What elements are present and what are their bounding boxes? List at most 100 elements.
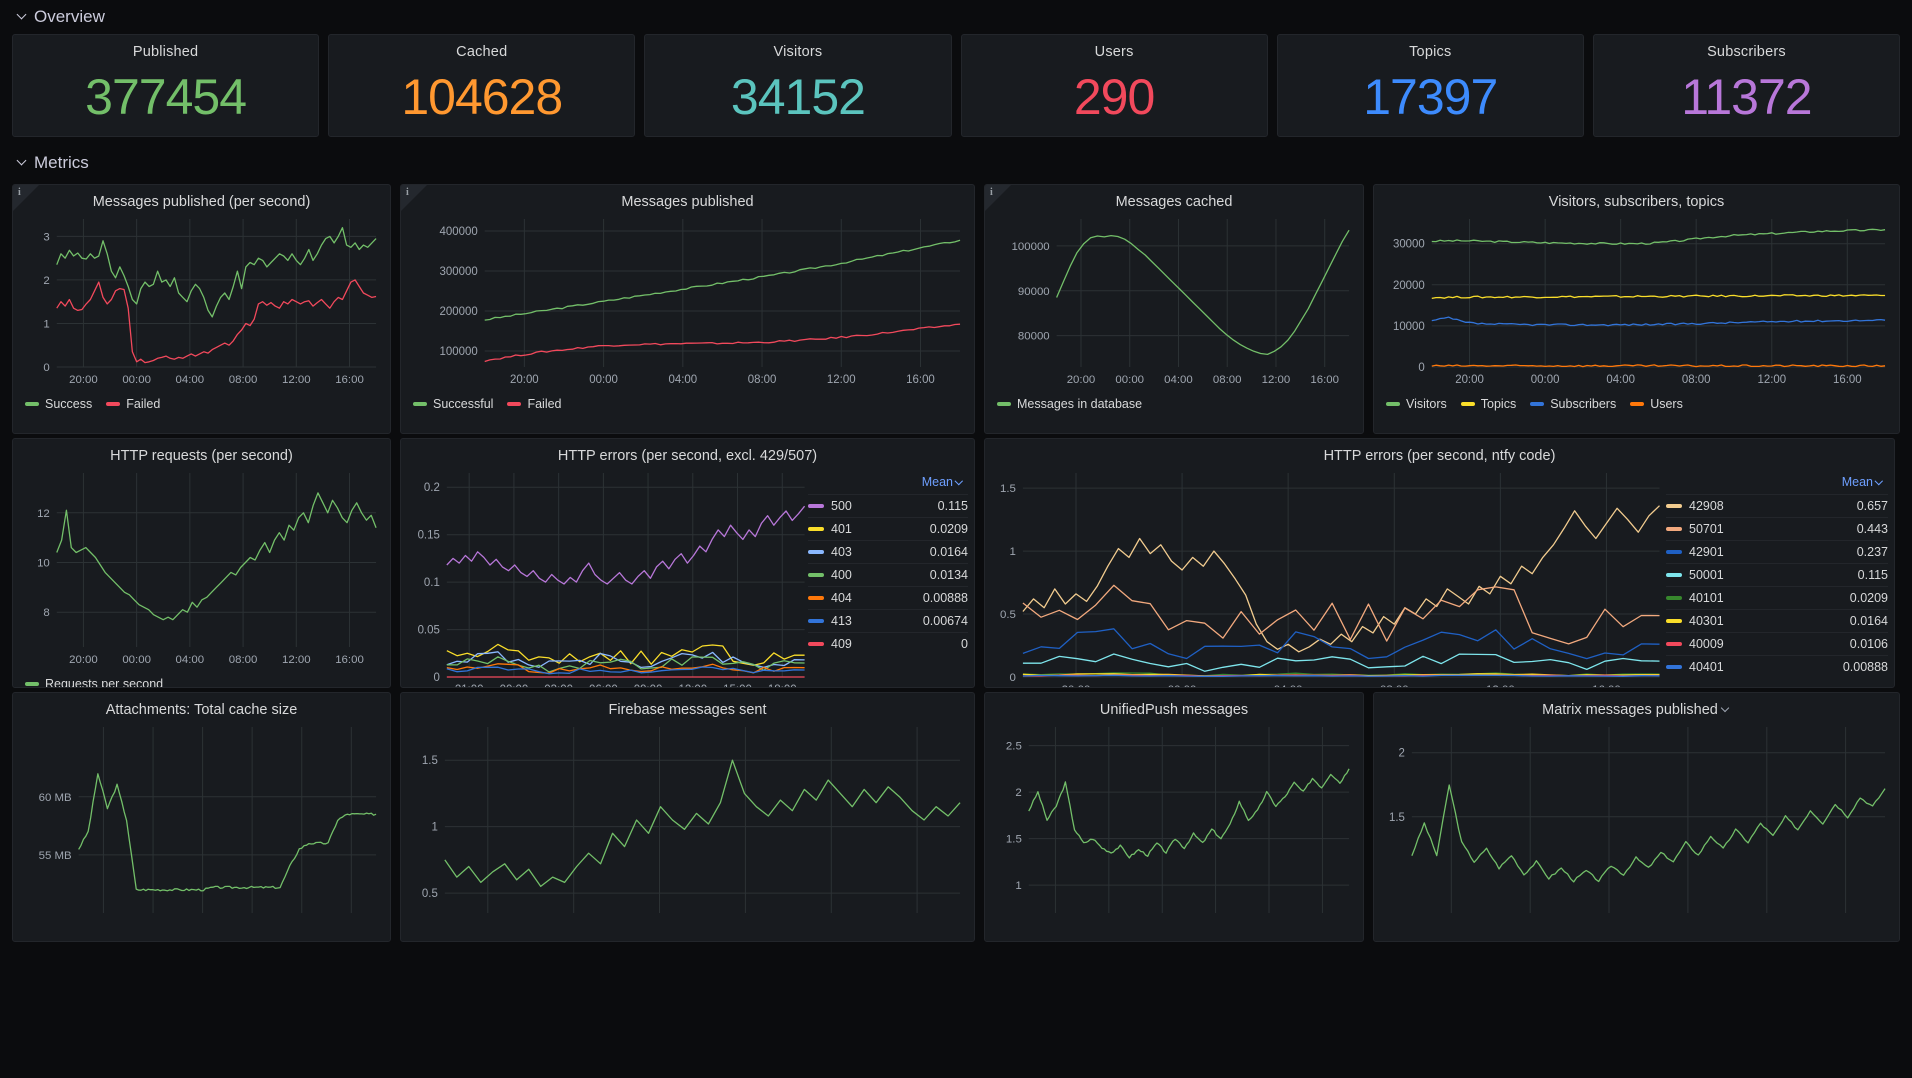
svg-text:16:00: 16:00 xyxy=(1833,374,1862,386)
svg-text:20:00: 20:00 xyxy=(69,374,98,386)
svg-text:00:00: 00:00 xyxy=(1168,684,1197,688)
panel-title-text: Messages published xyxy=(621,194,754,210)
svg-text:3: 3 xyxy=(43,231,49,243)
chevron-down-icon xyxy=(1876,478,1884,486)
legend-table-row[interactable]: 40009 0.0106 xyxy=(1666,632,1888,655)
svg-text:04:00: 04:00 xyxy=(1164,374,1193,386)
panel-unifiedpush[interactable]: UnifiedPush messages 1 1.5 2 2.5 xyxy=(984,692,1364,942)
legend-table-row[interactable]: 50701 0.443 xyxy=(1666,517,1888,540)
legend-item[interactable]: Topics xyxy=(1460,397,1516,411)
chevron-down-icon[interactable] xyxy=(1722,705,1731,714)
panel-http-errors-excl[interactable]: HTTP errors (per second, excl. 429/507) 0… xyxy=(400,438,975,688)
svg-text:1: 1 xyxy=(1015,880,1021,892)
legend-table-row[interactable]: 42908 0.657 xyxy=(1666,494,1888,517)
legend-table-row[interactable]: 40401 0.00888 xyxy=(1666,655,1888,678)
legend-item[interactable]: Successful xyxy=(413,397,493,411)
svg-text:00:00: 00:00 xyxy=(1531,374,1560,386)
legend-sort-mean[interactable]: Mean xyxy=(808,473,968,494)
legend-table-row[interactable]: 413 0.00674 xyxy=(808,609,968,632)
legend-label: Subscribers xyxy=(1550,397,1617,411)
stat-panel-visitors[interactable]: Visitors 34152 xyxy=(644,34,952,137)
panel-attachments-cache[interactable]: Attachments: Total cache size 55 MB 60 MB xyxy=(12,692,391,942)
stat-panel-topics[interactable]: Topics 17397 xyxy=(1276,34,1584,137)
legend-series-value: 0.0106 xyxy=(1849,637,1888,651)
svg-text:10000: 10000 xyxy=(1393,321,1425,333)
plot-area[interactable]: 0 0.5 1 1.5 20:00 00:00 04:00 08:00 12:00 16:00 xyxy=(985,467,1894,688)
svg-text:0.5: 0.5 xyxy=(1000,609,1016,621)
svg-text:16:00: 16:00 xyxy=(1592,684,1621,688)
row-title-overview: Overview xyxy=(34,7,105,26)
legend-item[interactable]: Visitors xyxy=(1386,397,1447,411)
legend-item[interactable]: Success xyxy=(25,397,92,411)
plot-area[interactable]: 80000 90000 100000 20:00 00:00 04:00 08:00 12:0… xyxy=(985,213,1363,393)
stat-panel-users[interactable]: Users 290 xyxy=(960,34,1268,137)
legend-series-name: 500 xyxy=(831,499,852,513)
svg-text:16:00: 16:00 xyxy=(1310,374,1339,386)
legend-label: Failed xyxy=(527,397,562,411)
info-icon[interactable]: i xyxy=(406,187,409,198)
panel-http-errors-ntfy[interactable]: HTTP errors (per second, ntfy code) 0 0.5 1… xyxy=(984,438,1895,688)
legend-item[interactable]: Requests per second xyxy=(25,677,163,687)
plot-area[interactable]: 1 1.5 2 2.5 xyxy=(985,721,1363,921)
panel-legend: Success Failed xyxy=(13,393,390,411)
panel-legend: Messages in database xyxy=(985,393,1363,411)
legend-table-row[interactable]: 404 0.00888 xyxy=(808,586,968,609)
legend-table-row[interactable]: 403 0.0164 xyxy=(808,540,968,563)
plot-area[interactable]: 0 0.05 0.1 0.15 0.2 21:00 00:00 03:00 06:00 09:00… xyxy=(401,467,974,688)
row-header-metrics[interactable]: Metrics xyxy=(10,146,1902,180)
panel-matrix-messages[interactable]: Matrix messages published 1.5 2 xyxy=(1373,692,1900,942)
stat-panel-cached[interactable]: Cached 104628 xyxy=(328,34,636,137)
plot-area[interactable]: 55 MB 60 MB xyxy=(13,721,390,921)
stat-title: Users xyxy=(1094,44,1134,60)
legend-series-name: 40301 xyxy=(1689,614,1724,628)
legend-label: Visitors xyxy=(1406,397,1447,411)
legend-sort-mean[interactable]: Mean xyxy=(1666,473,1888,494)
legend-series-name: 50001 xyxy=(1689,568,1724,582)
stat-panel-subscribers[interactable]: Subscribers 11372 xyxy=(1592,34,1901,137)
svg-text:20000: 20000 xyxy=(1393,280,1425,292)
panel-visitors-subscribers-topics[interactable]: Visitors, subscribers, topics 0 10000 20000… xyxy=(1373,184,1900,434)
stat-panel-published[interactable]: Published 377454 xyxy=(12,34,320,137)
plot-area[interactable]: 0 1 2 3 20:00 00:00 04:00 08:00 12:00 16:00 xyxy=(13,213,390,393)
legend-table-row[interactable]: 40101 0.0209 xyxy=(1666,586,1888,609)
legend-table-row[interactable]: 42901 0.237 xyxy=(1666,540,1888,563)
panel-firebase-messages[interactable]: Firebase messages sent 0.5 1 1.5 xyxy=(400,692,975,942)
svg-text:0: 0 xyxy=(433,672,439,684)
panel-http-requests[interactable]: HTTP requests (per second) 8 10 12 20:00 00:0… xyxy=(12,438,391,688)
info-icon[interactable]: i xyxy=(990,187,993,198)
svg-text:18:00: 18:00 xyxy=(768,684,797,688)
legend-series-value: 0.0134 xyxy=(929,568,968,582)
stat-value: 11372 xyxy=(1681,69,1812,125)
legend-item[interactable]: Failed xyxy=(507,397,562,411)
plot-area[interactable]: 8 10 12 20:00 00:00 04:00 08:00 12:00 16:00 xyxy=(13,467,390,673)
legend-table-row[interactable]: 401 0.0209 xyxy=(808,517,968,540)
panel-messages-published[interactable]: i Messages published 100000 200000 300000 400… xyxy=(400,184,975,434)
svg-text:08:00: 08:00 xyxy=(229,654,258,666)
panel-info-corner xyxy=(401,185,427,211)
legend-table-row[interactable]: 500 0.115 xyxy=(808,494,968,517)
info-icon[interactable]: i xyxy=(18,187,21,198)
plot-area[interactable]: 100000 200000 300000 400000 20:00 00:00 04:00 0… xyxy=(401,213,974,393)
plot-area[interactable]: 0.5 1 1.5 xyxy=(401,721,974,921)
legend-color-swatch xyxy=(507,402,522,406)
legend-table-row[interactable]: 40301 0.0164 xyxy=(1666,609,1888,632)
legend-item[interactable]: Messages in database xyxy=(997,397,1142,411)
panel-messages-cached[interactable]: i Messages cached 80000 90000 100000 20:00 00:… xyxy=(984,184,1364,434)
legend-color-swatch xyxy=(808,596,824,600)
legend-series-value: 0.115 xyxy=(1857,568,1888,582)
row-header-overview[interactable]: Overview xyxy=(10,0,1902,34)
legend-item[interactable]: Subscribers xyxy=(1530,397,1616,411)
legend-item[interactable]: Failed xyxy=(106,397,160,411)
legend-label: Messages in database xyxy=(1017,397,1143,411)
plot-area[interactable]: 1.5 2 xyxy=(1374,721,1899,921)
legend-series-name: 40101 xyxy=(1689,591,1724,605)
legend-table-row[interactable]: 50001 0.115 xyxy=(1666,563,1888,586)
plot-area[interactable]: 0 10000 20000 30000 20:00 00:00 04:00 08:00 12:0… xyxy=(1374,213,1899,393)
legend-color-swatch xyxy=(808,527,824,531)
stat-title: Subscribers xyxy=(1707,44,1786,60)
legend-item[interactable]: Users xyxy=(1630,397,1683,411)
legend-table-row[interactable]: 400 0.0134 xyxy=(808,563,968,586)
legend-table-row[interactable]: 409 0 xyxy=(808,632,968,655)
panel-messages-published-rate[interactable]: i Messages published (per second) 0 1 2 3 20:0… xyxy=(12,184,391,434)
legend-label: Success xyxy=(45,397,93,411)
